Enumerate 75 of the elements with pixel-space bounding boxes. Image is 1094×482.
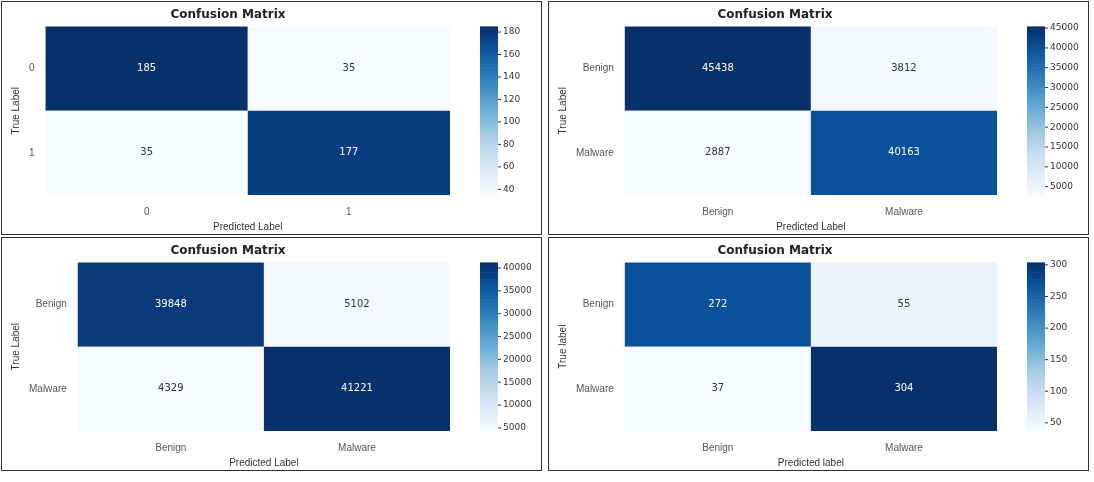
- color-bar-label: 10000: [1050, 161, 1079, 172]
- color-bar-label: 150: [1050, 353, 1068, 364]
- data-label: 37: [711, 382, 725, 394]
- color-bar-label: 25000: [503, 330, 532, 341]
- y-axis-title: True Label: [556, 86, 568, 135]
- color-bar-label: 40000: [1050, 42, 1079, 53]
- data-label: 35: [140, 146, 154, 158]
- data-label: 35: [342, 62, 356, 74]
- color-bar-label: 160: [503, 48, 521, 59]
- chart-title: Confusion Matrix: [170, 243, 286, 258]
- y-tick-label: Malware: [575, 146, 615, 158]
- color-bar-label: 60: [503, 161, 515, 172]
- color-bar-label: 40: [503, 183, 515, 194]
- color-bar-label: 180: [503, 26, 521, 37]
- data-label: 4329: [158, 382, 184, 394]
- color-bar-label: 120: [503, 93, 521, 104]
- y-axis-title: True Label: [9, 322, 21, 371]
- x-tick-label: 1: [346, 205, 353, 217]
- y-axis-title: True label: [556, 324, 568, 369]
- x-tick-label: Benign: [155, 441, 187, 453]
- x-tick-label: Benign: [702, 441, 734, 453]
- color-bar-label: 5000: [503, 422, 527, 433]
- color-bar-label: 300: [1050, 259, 1068, 270]
- color-bar-label: 200: [1050, 322, 1068, 333]
- color-bar-label: 100: [1050, 385, 1068, 396]
- data-label: 185: [137, 62, 157, 74]
- color-bar-label: 20000: [503, 353, 532, 364]
- y-tick-label: 0: [29, 62, 35, 74]
- y-tick-label: Benign: [582, 62, 614, 74]
- x-axis-title: Predicted Label: [776, 220, 846, 232]
- data-label: 3812: [891, 62, 917, 74]
- chart-title: Confusion Matrix: [717, 243, 833, 258]
- y-tick-label: Malware: [575, 382, 615, 394]
- chart-title: Confusion Matrix: [717, 7, 833, 22]
- x-axis-title: Predicted Label: [229, 456, 299, 468]
- color-bar-label: 45000: [1050, 22, 1079, 33]
- color-bar-label: 80: [503, 138, 515, 149]
- y-axis-title: True Label: [9, 86, 21, 135]
- color-bar-label: 50: [1050, 417, 1062, 428]
- color-bar-label: 40000: [503, 262, 532, 273]
- color-bar-label: 25000: [1050, 101, 1079, 112]
- color-bar-label: 15000: [503, 376, 532, 387]
- color-bar-label: 35000: [503, 285, 532, 296]
- y-tick-label: 1: [29, 146, 35, 158]
- x-tick-label: Malware: [885, 205, 924, 217]
- data-label: 304: [894, 382, 914, 394]
- x-tick-label: Benign: [702, 205, 734, 217]
- x-tick-label: Malware: [338, 441, 377, 453]
- data-label: 177: [339, 146, 359, 158]
- data-label: 41221: [341, 382, 373, 394]
- x-axis-title: Predicted Label: [213, 220, 283, 232]
- data-label: 5102: [344, 298, 370, 310]
- x-tick-label: Malware: [885, 441, 924, 453]
- data-label: 39848: [154, 298, 187, 310]
- color-bar-label: 100: [503, 116, 521, 127]
- data-label: 2887: [705, 146, 731, 158]
- color-bar-label: 140: [503, 71, 521, 82]
- color-bar-label: 250: [1050, 290, 1068, 301]
- y-tick-label: Benign: [582, 298, 614, 310]
- color-bar-label: 15000: [1050, 141, 1079, 152]
- data-label: 40163: [888, 146, 920, 158]
- x-axis-title: Predicted label: [777, 456, 844, 468]
- color-bar-label: 30000: [503, 308, 532, 319]
- color-bar-label: 35000: [1050, 62, 1079, 73]
- color-bar-label: 10000: [503, 399, 532, 410]
- y-tick-label: Malware: [28, 382, 68, 394]
- data-label: 55: [897, 298, 911, 310]
- x-tick-label: 0: [143, 205, 150, 217]
- y-tick-label: Benign: [35, 298, 67, 310]
- data-label: 272: [708, 298, 728, 310]
- data-label: 45438: [701, 62, 734, 74]
- color-bar-label: 20000: [1050, 121, 1079, 132]
- chart-title: Confusion Matrix: [170, 7, 286, 22]
- color-bar-label: 5000: [1050, 180, 1074, 191]
- color-bar-label: 30000: [1050, 81, 1079, 92]
